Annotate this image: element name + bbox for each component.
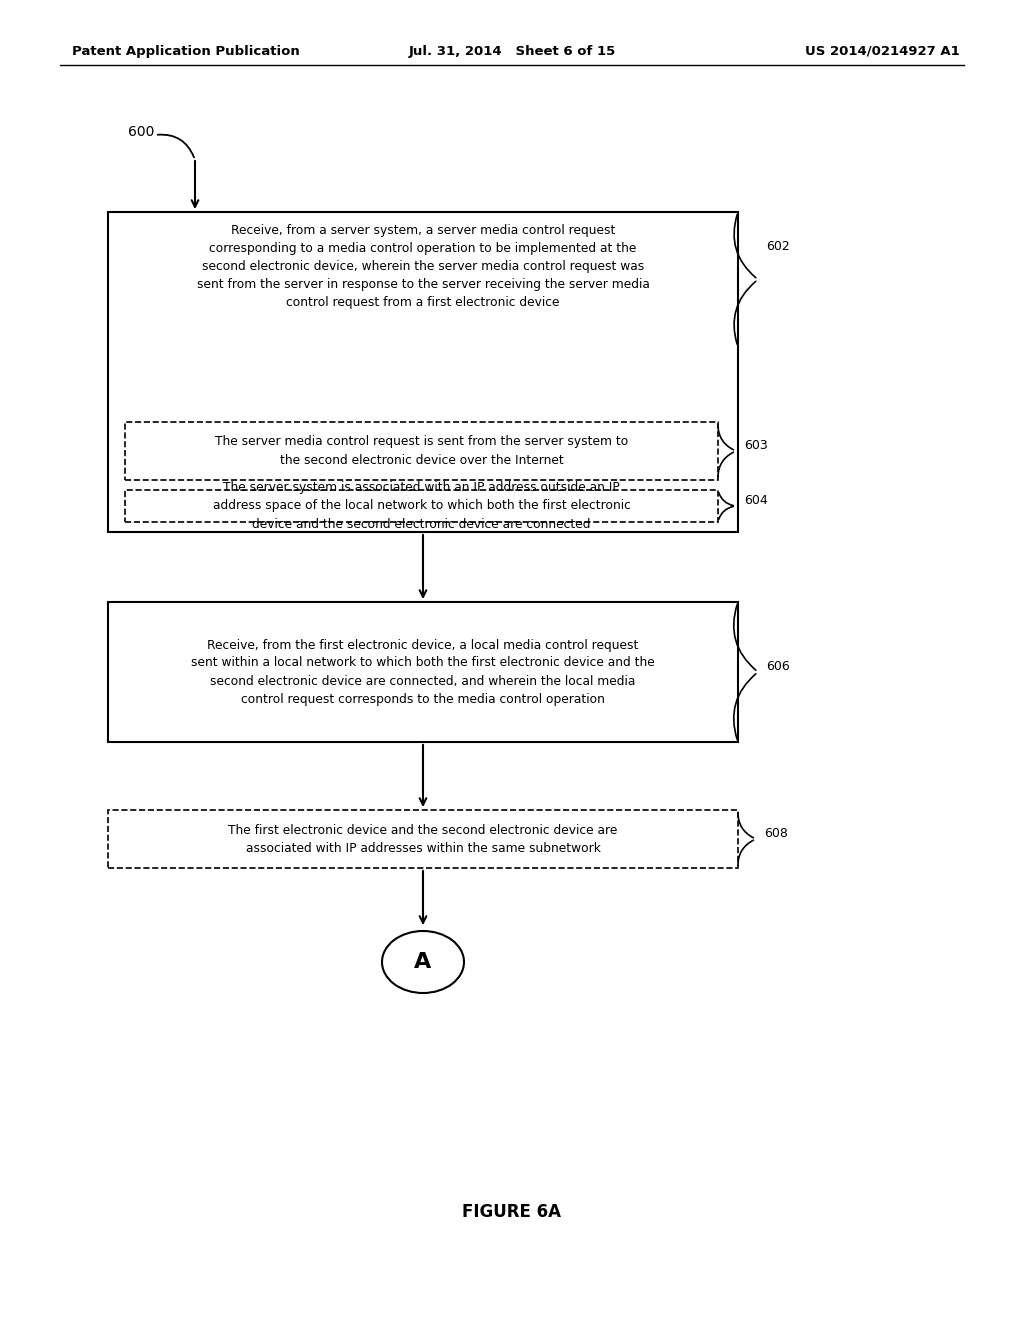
Text: Jul. 31, 2014   Sheet 6 of 15: Jul. 31, 2014 Sheet 6 of 15 [409, 45, 615, 58]
Text: 603: 603 [744, 440, 768, 451]
Ellipse shape [382, 931, 464, 993]
Text: 600: 600 [128, 125, 155, 139]
Text: FIGURE 6A: FIGURE 6A [463, 1203, 561, 1221]
Text: Patent Application Publication: Patent Application Publication [72, 45, 300, 58]
Text: 602: 602 [766, 240, 790, 253]
Bar [108, 602, 738, 742]
Text: A: A [415, 952, 432, 972]
Bar [125, 422, 718, 480]
Bar [125, 490, 718, 521]
Text: Receive, from the first electronic device, a local media control request
sent wi: Receive, from the first electronic devic… [191, 639, 655, 705]
Text: The server media control request is sent from the server system to
the second el: The server media control request is sent… [215, 436, 628, 466]
Text: US 2014/0214927 A1: US 2014/0214927 A1 [805, 45, 961, 58]
Text: 606: 606 [766, 660, 790, 673]
Text: 608: 608 [764, 828, 787, 840]
Bar [108, 213, 738, 532]
Text: Receive, from a server system, a server media control request
corresponding to a: Receive, from a server system, a server … [197, 224, 649, 309]
Bar [108, 810, 738, 869]
Text: The first electronic device and the second electronic device are
associated with: The first electronic device and the seco… [228, 824, 617, 854]
Text: The server system is associated with an IP address outside an IP
address space o: The server system is associated with an … [213, 482, 631, 531]
Text: 604: 604 [744, 494, 768, 507]
